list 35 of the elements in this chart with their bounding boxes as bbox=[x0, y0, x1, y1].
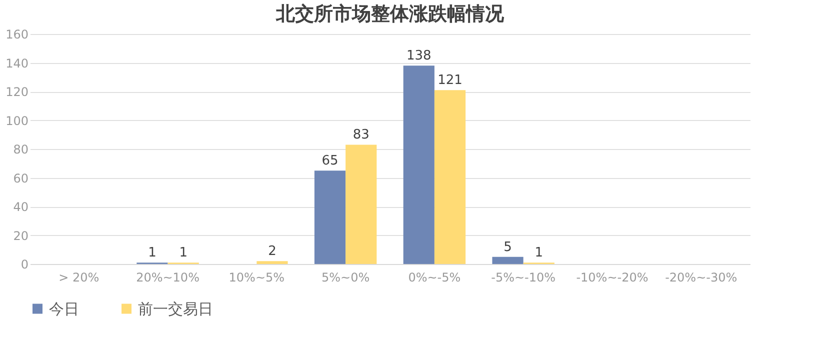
y-tick-label: 40 bbox=[13, 200, 28, 214]
data-label: 1 bbox=[148, 246, 156, 261]
bar bbox=[346, 144, 377, 264]
x-tick-label: 10%~5% bbox=[228, 270, 285, 284]
y-tick-label: 160 bbox=[6, 28, 28, 42]
y-tick-label: 100 bbox=[6, 114, 28, 128]
data-label: 2 bbox=[268, 244, 276, 260]
x-tick-label: -20%~-30% bbox=[665, 270, 738, 284]
data-label: 5 bbox=[504, 240, 512, 255]
x-tick-label: -5%~-10% bbox=[491, 270, 556, 284]
bar bbox=[403, 66, 434, 264]
y-tick-label: 120 bbox=[6, 85, 28, 99]
y-tick-label: 0 bbox=[20, 258, 28, 272]
y-tick-label: 140 bbox=[6, 56, 28, 70]
x-tick-label: -10%~-20% bbox=[576, 270, 648, 284]
legend-label: 今日 bbox=[49, 300, 79, 318]
data-label: 1 bbox=[534, 246, 544, 261]
y-tick-label: 80 bbox=[13, 142, 28, 156]
x-tick-label: 20%~10% bbox=[136, 270, 200, 284]
data-label: 138 bbox=[406, 48, 432, 64]
x-tick-label: > 20% bbox=[58, 270, 100, 284]
x-tick-label: 5%~0% bbox=[321, 270, 370, 284]
bar bbox=[314, 170, 346, 264]
chart-title: 北交所市场整体涨跌幅情况 bbox=[275, 3, 505, 25]
bar bbox=[256, 261, 288, 264]
x-tick-label: 0%~-5% bbox=[408, 270, 461, 284]
bar bbox=[434, 90, 466, 264]
bar bbox=[492, 256, 524, 264]
legend-label: 前一交易日 bbox=[138, 300, 213, 318]
data-label: 121 bbox=[438, 73, 462, 88]
data-label: 65 bbox=[322, 154, 338, 169]
data-label: 83 bbox=[352, 128, 370, 143]
data-label: 1 bbox=[179, 246, 188, 261]
y-tick-label: 20 bbox=[13, 228, 28, 243]
y-tick-label: 60 bbox=[13, 171, 28, 186]
